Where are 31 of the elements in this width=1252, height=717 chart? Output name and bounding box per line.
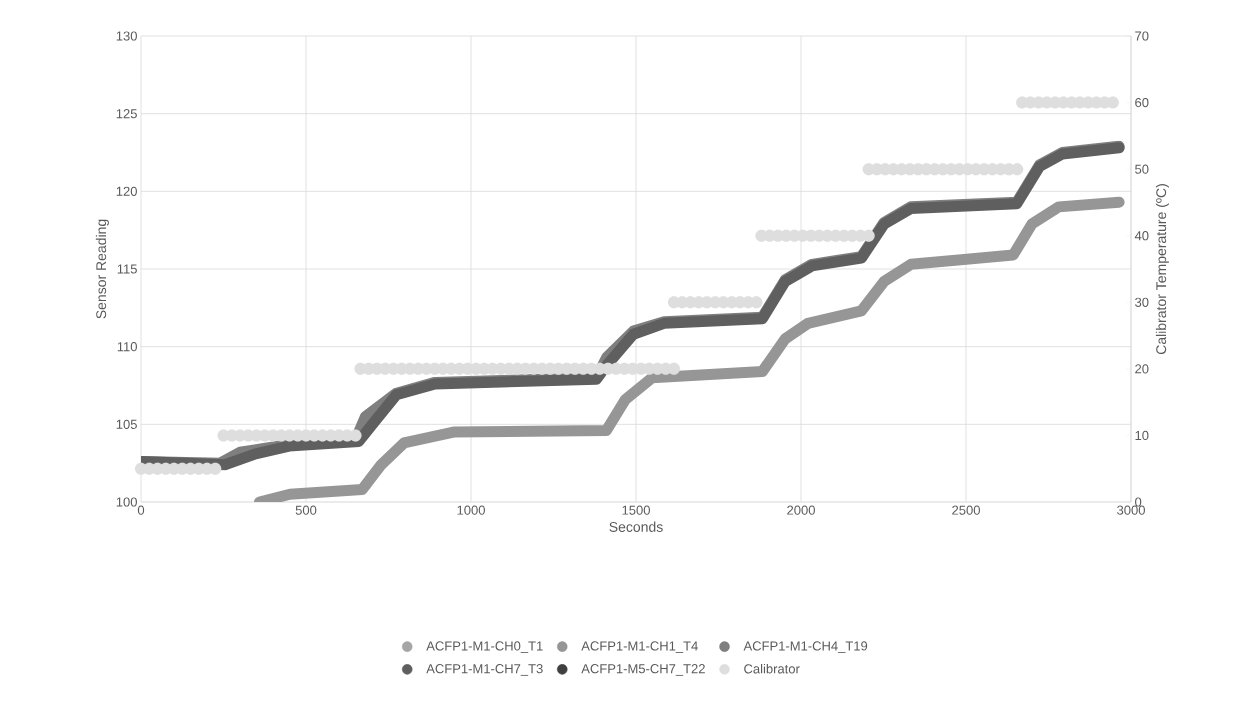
x-tick-label: 0	[137, 505, 145, 515]
x-tick-label: 1000	[457, 505, 485, 515]
y-tick-label: 115	[117, 264, 137, 274]
y-tick-label: 110	[117, 342, 137, 352]
x-tick-label: 2000	[787, 505, 815, 515]
legend-label: ACFP1-M1-CH4_T19	[743, 641, 868, 653]
y2-tick-label: 20	[1135, 364, 1149, 374]
y-tick-label: 120	[116, 186, 137, 196]
y-tick-label: 100	[116, 497, 137, 507]
y2-tick-label: 40	[1134, 231, 1149, 241]
x-tick-label: 2500	[952, 505, 980, 515]
y2-axis-title: Calibrator Temperature (ºC)	[1155, 184, 1169, 355]
y2-tick-label: 10	[1135, 430, 1149, 441]
y2-tick-label: 60	[1135, 97, 1149, 108]
x-tick-label: 3000	[1117, 505, 1145, 515]
y2-tick-label: 50	[1135, 164, 1149, 174]
y-tick-label: 105	[116, 419, 137, 429]
y-tick-label: 125	[116, 109, 137, 119]
legend-label: ACFP1-M1-CH0_T1	[426, 641, 543, 653]
legend-label: Calibrator	[744, 663, 800, 674]
x-axis-title: Seconds	[609, 521, 663, 532]
y-tick-label: 130	[116, 31, 137, 41]
x-tick-label: 1500	[622, 505, 650, 515]
legend-label: ACFP1-M1-CH7_T3	[426, 664, 543, 676]
x-tick-label: 500	[295, 505, 317, 515]
y2-tick-label: 30	[1135, 297, 1149, 307]
legend-label: ACFP1-M1-CH1_T4	[581, 641, 698, 653]
y2-tick-label: 70	[1135, 31, 1149, 41]
y2-tick-label: 0	[1135, 497, 1142, 507]
y-axis-title: Sensor Reading	[95, 219, 109, 319]
legend-label: ACFP1-M5-CH7_T22	[581, 664, 705, 676]
